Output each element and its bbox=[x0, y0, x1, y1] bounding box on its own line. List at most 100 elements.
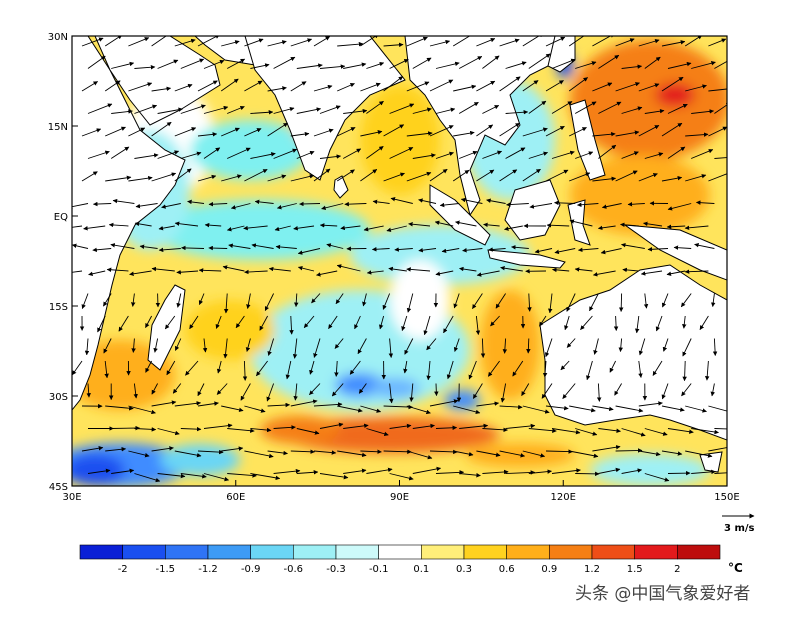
wind-arrow bbox=[319, 473, 349, 480]
lat-tick-label: 15S bbox=[49, 302, 68, 313]
wind-arrow bbox=[569, 450, 599, 458]
sri-lanka-land bbox=[333, 175, 349, 199]
wind-arrow bbox=[580, 315, 593, 330]
wind-arrow bbox=[273, 425, 296, 430]
lon-tick-label: 120E bbox=[551, 492, 576, 503]
wind-arrow bbox=[110, 146, 130, 159]
wind-arrow bbox=[423, 315, 431, 336]
sst-colorbar: -2 -1.5 -1.2 -0.9 -0.6 -0.3 -0.1 0.1 0.3 0.6 0.9 1.… bbox=[79, 544, 721, 575]
wind-arrow bbox=[575, 61, 597, 69]
sumatra-land bbox=[429, 184, 491, 246]
lat-tick-label: 30S bbox=[49, 392, 68, 403]
wind-arrow bbox=[661, 122, 683, 137]
wind-arrow bbox=[638, 338, 646, 356]
wind-arrow bbox=[468, 360, 477, 380]
wind-arrow bbox=[357, 338, 367, 355]
wind-arrow bbox=[135, 203, 158, 209]
wind-arrow bbox=[487, 360, 500, 377]
wind-arrow bbox=[435, 425, 458, 431]
wind-arrow bbox=[81, 128, 102, 137]
wind-arrow bbox=[472, 293, 483, 309]
wind-arrow bbox=[712, 338, 718, 356]
wind-arrow bbox=[185, 360, 199, 376]
wind-arrow bbox=[401, 315, 408, 332]
wind-arrow bbox=[208, 245, 228, 251]
wind-arrow bbox=[363, 225, 384, 232]
wind-arrow bbox=[326, 243, 344, 249]
wind-arrow bbox=[609, 360, 617, 373]
wind-arrow bbox=[366, 61, 385, 69]
land-masses bbox=[72, 36, 727, 473]
wind-arrow bbox=[378, 315, 385, 330]
wind-arrow bbox=[638, 83, 660, 92]
wind-arrow bbox=[708, 88, 727, 92]
sst-region-patch bbox=[390, 260, 450, 340]
wind-arrow bbox=[273, 56, 296, 69]
wind-arrow bbox=[174, 168, 192, 182]
wind-arrow bbox=[161, 203, 181, 209]
wind-arrow bbox=[545, 405, 569, 411]
wind-arrow bbox=[511, 245, 529, 250]
wind-arrow bbox=[180, 151, 202, 159]
wind-arrow bbox=[354, 315, 361, 330]
wind-arrow bbox=[560, 360, 570, 371]
wind-arrow bbox=[299, 201, 321, 207]
wind-arrow bbox=[601, 203, 622, 209]
wind-arrow bbox=[682, 338, 692, 357]
wind-arrow bbox=[319, 64, 346, 69]
colorbar-label: -1.5 bbox=[156, 564, 176, 575]
wind-arrow bbox=[574, 267, 593, 272]
colorbar-label: 0.3 bbox=[456, 564, 472, 575]
wind-arrow bbox=[313, 168, 331, 182]
wind-arrow bbox=[434, 383, 439, 397]
wind-arrow bbox=[666, 270, 686, 276]
wind-arrow bbox=[502, 338, 508, 354]
wind-arrow bbox=[81, 293, 89, 310]
wind-arrow bbox=[371, 247, 390, 252]
wind-arrow bbox=[321, 203, 344, 211]
wind-arrow bbox=[221, 40, 240, 47]
wind-arrow bbox=[296, 107, 322, 114]
wind-arrow bbox=[343, 468, 367, 474]
wind-arrow bbox=[104, 80, 121, 92]
wind-arrow bbox=[592, 82, 613, 92]
wind-arrow bbox=[596, 383, 602, 402]
wind-arrow bbox=[180, 104, 206, 114]
wind-arrow bbox=[337, 41, 364, 47]
wind-arrow bbox=[174, 83, 193, 92]
wind-arrow bbox=[151, 383, 158, 395]
lon-tick-label: 90E bbox=[390, 492, 409, 503]
wind-arrow bbox=[290, 131, 310, 137]
sst-region-patch bbox=[590, 454, 710, 486]
wind-arrow bbox=[476, 401, 500, 407]
wind-arrow bbox=[256, 360, 268, 377]
wind-arrow bbox=[644, 152, 664, 159]
colorbar-swatch bbox=[463, 544, 508, 560]
colorbar-swatch bbox=[79, 544, 124, 560]
wind-arrow bbox=[157, 59, 179, 69]
wind-arrow bbox=[684, 36, 703, 47]
colorbar-swatch bbox=[335, 544, 380, 560]
wind-arrow bbox=[528, 100, 547, 114]
wind-arrow bbox=[592, 445, 621, 452]
wind-arrow bbox=[197, 36, 220, 47]
wind-arrow bbox=[311, 293, 321, 304]
wind-arrow bbox=[453, 130, 475, 137]
wind-arrow bbox=[203, 423, 233, 429]
wind-arrow bbox=[472, 383, 483, 399]
wind-arrow bbox=[313, 338, 321, 358]
wind-arrow bbox=[81, 37, 104, 47]
wind-arrow bbox=[551, 428, 581, 435]
colorbar-label: -0.3 bbox=[326, 564, 346, 575]
wind-arrow bbox=[638, 401, 663, 407]
wind-arrow bbox=[667, 428, 694, 434]
wind-arrow bbox=[366, 100, 384, 114]
sst-region-patch bbox=[444, 390, 480, 410]
wind-arrow bbox=[250, 63, 270, 69]
wind-arrow bbox=[87, 468, 111, 474]
wind-arrow bbox=[412, 107, 432, 114]
wind-arrow bbox=[88, 270, 106, 277]
wind-arrow bbox=[695, 200, 715, 205]
wind-arrow bbox=[618, 293, 624, 312]
